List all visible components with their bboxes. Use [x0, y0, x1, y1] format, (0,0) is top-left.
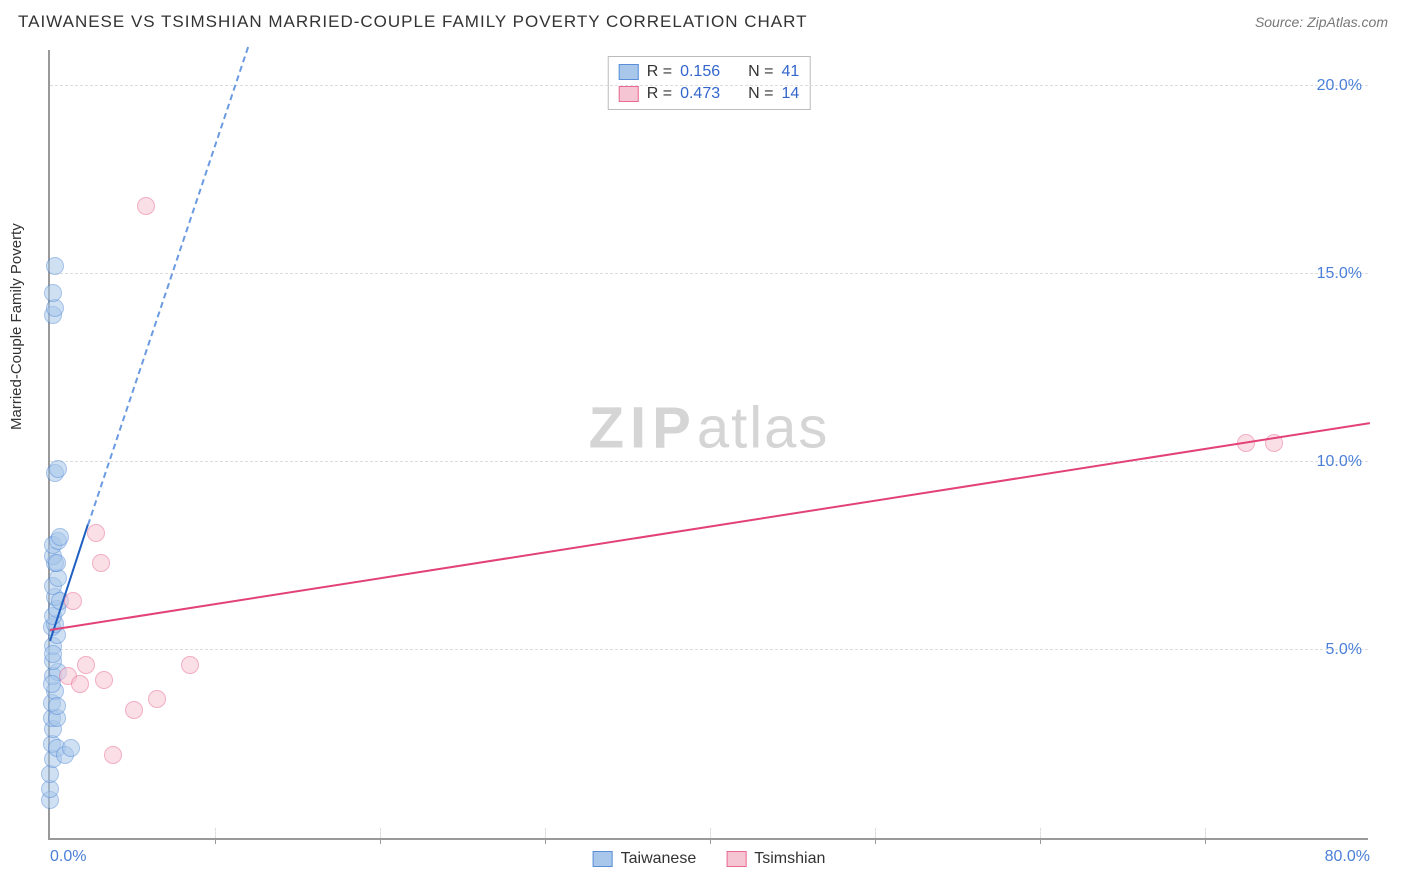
- data-point: [41, 765, 59, 783]
- gridline-horizontal: [50, 649, 1368, 650]
- data-point: [44, 645, 62, 663]
- data-point: [46, 257, 64, 275]
- gridline-vertical: [215, 828, 216, 838]
- n-label: N =: [748, 63, 773, 81]
- data-point: [92, 554, 110, 572]
- n-value: 14: [781, 85, 799, 103]
- data-point: [125, 701, 143, 719]
- trend-line: [87, 47, 249, 525]
- gridline-vertical: [1040, 828, 1041, 838]
- y-tick-label: 5.0%: [1326, 641, 1362, 659]
- x-tick-mark: [380, 838, 381, 844]
- trend-line: [50, 422, 1370, 631]
- data-point: [62, 739, 80, 757]
- gridline-vertical: [875, 828, 876, 838]
- data-point: [48, 697, 66, 715]
- legend-swatch: [593, 851, 613, 867]
- r-value: 0.156: [680, 63, 720, 81]
- legend-row: R = 0.156 N = 41: [619, 61, 800, 83]
- gridline-vertical: [1205, 828, 1206, 838]
- data-point: [44, 284, 62, 302]
- gridline-vertical: [710, 828, 711, 838]
- data-point: [95, 671, 113, 689]
- x-tick-label: 80.0%: [1325, 848, 1370, 866]
- x-tick-mark: [710, 838, 711, 844]
- x-tick-mark: [545, 838, 546, 844]
- data-point: [148, 690, 166, 708]
- data-point: [181, 656, 199, 674]
- x-tick-mark: [215, 838, 216, 844]
- y-axis-label: Married-Couple Family Poverty: [8, 223, 25, 430]
- data-point: [137, 197, 155, 215]
- correlation-legend: R = 0.156 N = 41 R = 0.473 N = 14: [608, 56, 811, 110]
- legend-swatch: [726, 851, 746, 867]
- watermark: ZIPatlas: [589, 395, 830, 462]
- legend-label: Taiwanese: [621, 850, 697, 868]
- data-point: [48, 554, 66, 572]
- chart-title: TAIWANESE VS TSIMSHIAN MARRIED-COUPLE FA…: [18, 12, 808, 32]
- data-point: [87, 524, 105, 542]
- data-point: [51, 528, 69, 546]
- r-label: R =: [647, 63, 672, 81]
- x-tick-label: 0.0%: [50, 848, 86, 866]
- series-legend: Taiwanese Tsimshian: [593, 850, 826, 868]
- data-point: [43, 675, 61, 693]
- n-value: 41: [781, 63, 799, 81]
- scatter-chart: ZIPatlas R =0.156N =41R =0.473N =14 Taiw…: [48, 50, 1368, 840]
- source-attribution: Source: ZipAtlas.com: [1255, 14, 1388, 30]
- gridline-vertical: [380, 828, 381, 838]
- r-label: R =: [647, 85, 672, 103]
- gridline-horizontal: [50, 85, 1368, 86]
- data-point: [104, 746, 122, 764]
- x-tick-mark: [1205, 838, 1206, 844]
- y-tick-label: 10.0%: [1317, 453, 1362, 471]
- r-value: 0.473: [680, 85, 720, 103]
- data-point: [64, 592, 82, 610]
- y-tick-label: 15.0%: [1317, 265, 1362, 283]
- legend-label: Tsimshian: [754, 850, 825, 868]
- legend-item: Taiwanese: [593, 850, 697, 868]
- legend-swatch: [619, 64, 639, 80]
- y-tick-label: 20.0%: [1317, 77, 1362, 95]
- data-point: [49, 460, 67, 478]
- chart-header: TAIWANESE VS TSIMSHIAN MARRIED-COUPLE FA…: [0, 0, 1406, 40]
- x-tick-mark: [875, 838, 876, 844]
- gridline-vertical: [545, 828, 546, 838]
- x-tick-mark: [1040, 838, 1041, 844]
- legend-item: Tsimshian: [726, 850, 825, 868]
- data-point: [77, 656, 95, 674]
- n-label: N =: [748, 85, 773, 103]
- legend-swatch: [619, 86, 639, 102]
- data-point: [71, 675, 89, 693]
- gridline-horizontal: [50, 273, 1368, 274]
- legend-row: R = 0.473 N = 14: [619, 83, 800, 105]
- gridline-horizontal: [50, 461, 1368, 462]
